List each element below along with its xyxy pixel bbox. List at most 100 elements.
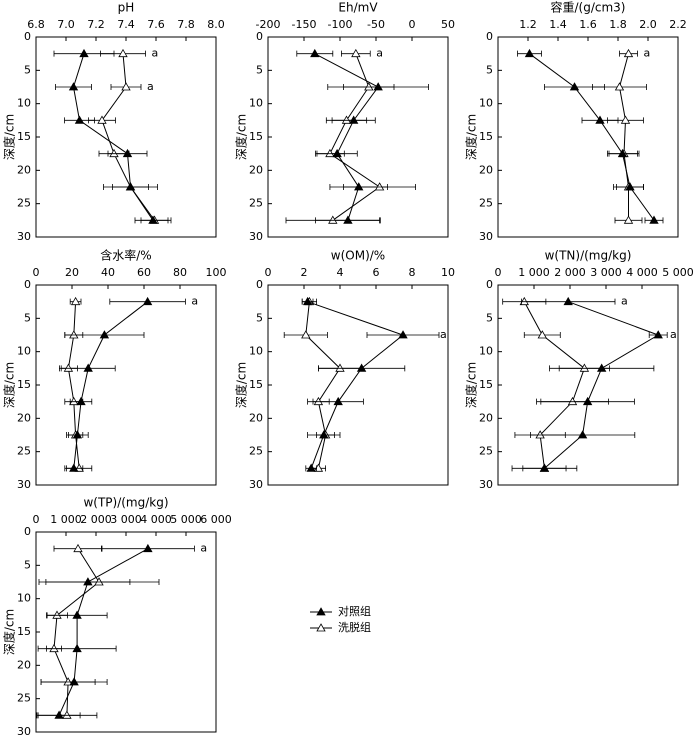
x-tick-label: 0 [33,513,40,526]
y-axis-title: 深度/cm [2,114,17,160]
series-line [58,548,149,716]
y-tick-label: 5 [486,311,493,324]
series-line [73,301,148,469]
marker [306,463,316,472]
x-tick-label: 7.0 [57,18,75,31]
marker [328,215,338,224]
marker [354,182,364,191]
marker [351,48,361,58]
annotation: a [644,47,651,60]
marker [69,677,79,686]
x-tick-label: 4 [337,266,344,279]
marker [373,82,383,91]
x-tick-label: 8.0 [207,18,225,31]
marker [118,48,128,58]
marker [537,330,547,339]
marker [69,463,79,472]
x-tick-label: 6.8 [27,18,45,31]
marker [99,330,110,339]
marker [319,430,329,439]
series-line [329,53,381,221]
series-line [305,301,341,469]
x-tick-label: 7.8 [177,18,195,31]
marker [625,182,635,191]
x-tick-label: 2.0 [639,18,657,31]
y-axis-title: 深度/cm [234,114,249,160]
x-tick-label: 10 [441,266,455,279]
marker [125,182,136,191]
marker [301,330,311,339]
marker [623,215,634,224]
x-tick-label: 7.6 [147,18,165,31]
marker [83,577,93,586]
x-tick-label: 80 [173,266,187,279]
x-tick-label: 40 [101,266,115,279]
plot-frame [267,36,449,238]
y-tick-label: 5 [24,311,31,324]
series-line [523,301,585,469]
marker [332,148,342,158]
x-tick-label: -100 [328,18,353,31]
y-tick-label: 0 [24,278,31,291]
y-tick-label: 30 [17,725,31,738]
marker [74,115,85,124]
y-tick-label: 20 [249,163,263,176]
y-axis-title: 深度/cm [234,362,249,408]
marker [356,363,367,372]
marker [343,215,353,224]
x-tick-label: -200 [256,18,281,31]
marker [398,330,408,339]
axis-title: pH [118,1,135,15]
x-tick-label: 4 000 [626,266,658,279]
marker [579,363,590,372]
x-tick-label: -150 [292,18,317,31]
x-tick-label: 4 000 [140,513,172,526]
marker [122,148,133,158]
marker [333,396,343,406]
x-tick-label: 100 [206,266,227,279]
annotation: a [147,80,154,93]
y-tick-label: 30 [17,478,31,491]
y-tick-label: 15 [249,378,263,391]
marker [49,643,59,653]
x-tick-label: 0 [33,266,40,279]
marker [310,48,320,58]
x-tick-label: 2 000 [80,513,112,526]
x-tick-label: 0 [495,266,502,279]
x-tick-label: 1.8 [609,18,627,31]
y-tick-label: 30 [249,478,263,491]
marker [595,115,605,124]
y-tick-label: 5 [256,63,263,76]
y-tick-label: 10 [249,345,263,358]
marker [69,330,79,339]
marker [52,610,62,619]
series-line [544,301,660,469]
marker [76,396,86,406]
plot-frame [497,284,679,486]
y-tick-label: 5 [24,63,31,76]
marker [569,82,580,91]
marker [313,463,324,472]
marker [614,82,625,91]
y-tick-label: 10 [479,97,493,110]
marker [596,363,607,372]
marker [519,296,529,306]
y-tick-label: 20 [17,163,31,176]
series-line [101,53,155,221]
y-axis-title: 深度/cm [464,362,479,408]
y-tick-label: 30 [479,230,493,243]
marker [142,296,153,306]
marker [83,363,93,372]
marker [563,296,573,306]
legend-label: 洗脱组 [338,620,371,634]
y-tick-label: 0 [24,30,31,43]
y-tick-label: 15 [479,378,493,391]
marker [341,115,352,124]
marker [70,296,81,306]
marker [97,115,107,124]
marker [121,82,131,91]
y-tick-label: 5 [256,311,263,324]
legend-label: 对照组 [338,604,371,618]
x-tick-label: 1.6 [579,18,597,31]
y-tick-label: 10 [17,592,31,605]
